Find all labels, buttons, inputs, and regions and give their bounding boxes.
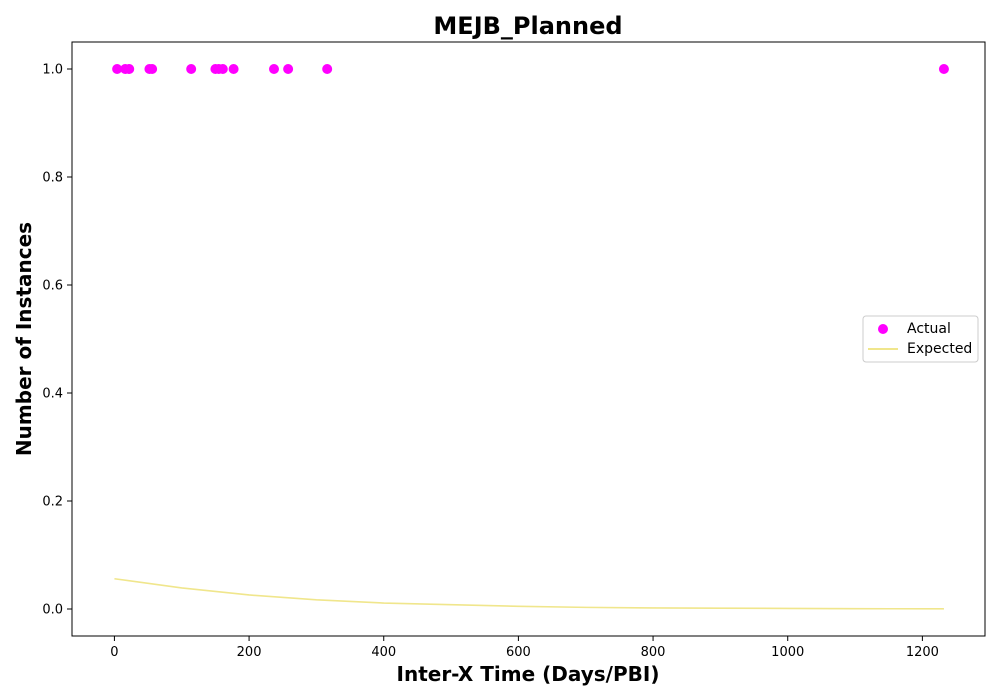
actual-point	[217, 64, 228, 74]
actual-point	[186, 64, 197, 74]
plot-frame	[71, 41, 986, 637]
actual-point	[228, 64, 239, 74]
y-tick-label: 0.6	[42, 279, 63, 294]
legend-actual-marker	[878, 324, 888, 334]
chart-title: MEJB_Planned	[433, 12, 622, 40]
x-tick-label: 1000	[771, 645, 804, 660]
y-tick-label: 0.4	[42, 387, 63, 402]
actual-point	[938, 64, 949, 74]
x-tick-label: 400	[371, 645, 396, 660]
legend-actual-label: Actual	[907, 321, 951, 337]
y-tick-label: 0.2	[42, 495, 63, 510]
x-tick-label: 600	[506, 645, 531, 660]
x-axis-label: Inter-X Time (Days/PBI)	[397, 662, 660, 686]
actual-point	[147, 64, 158, 74]
legend: Actual Expected	[862, 315, 979, 363]
y-tick-label: 0.8	[42, 171, 63, 186]
x-tick-label: 200	[237, 645, 262, 660]
x-axis-ticks: 0 200 400 600 800 1000 1200	[110, 636, 939, 660]
y-tick-label: 1.0	[42, 63, 63, 78]
actual-point	[124, 64, 135, 74]
actual-point	[322, 64, 333, 74]
legend-box	[862, 315, 979, 363]
y-tick-label: 0.0	[42, 603, 63, 618]
x-tick-label: 0	[110, 645, 118, 660]
actual-point	[283, 64, 294, 74]
x-tick-label: 1200	[906, 645, 939, 660]
y-axis-label: Number of Instances	[12, 222, 36, 456]
x-tick-label: 800	[641, 645, 666, 660]
actual-point	[112, 64, 123, 74]
y-axis-ticks: 0.0 0.2 0.4 0.6 0.8 1.0	[42, 63, 72, 618]
legend-expected-label: Expected	[907, 341, 972, 357]
expected-line	[114, 577, 944, 610]
plot-series	[112, 64, 949, 610]
actual-point	[268, 64, 279, 74]
